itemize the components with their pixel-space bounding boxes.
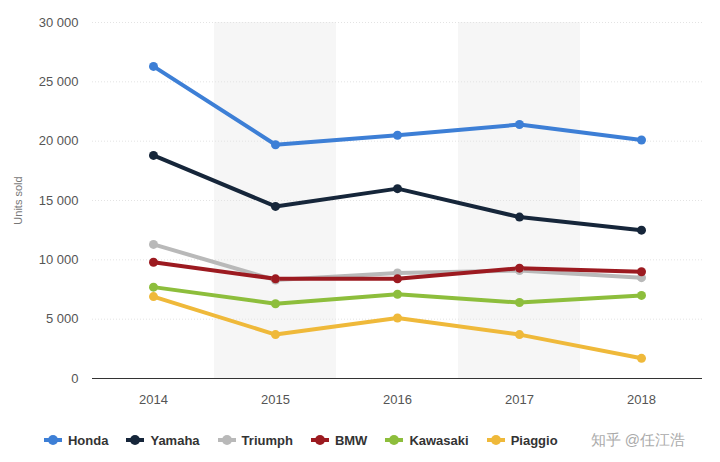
svg-text:2018: 2018 bbox=[627, 392, 656, 407]
html-text:Yamaha: Yamaha bbox=[150, 432, 200, 448]
svg-text:2017: 2017 bbox=[505, 392, 534, 407]
html-text:BMW: BMW bbox=[334, 432, 368, 448]
svg-text:Units sold: Units sold bbox=[12, 176, 24, 224]
svg-text:20 000: 20 000 bbox=[39, 133, 79, 148]
html-text:Triumph: Triumph bbox=[241, 432, 293, 448]
svg-text:25 000: 25 000 bbox=[39, 74, 79, 89]
svg-text:2015: 2015 bbox=[261, 392, 290, 407]
html-text:Honda: Honda bbox=[68, 432, 109, 448]
html-text:Kawasaki: Kawasaki bbox=[409, 432, 469, 448]
html-text:知乎 @任江浩: 知乎 @任江浩 bbox=[590, 430, 685, 448]
svg-text:15 000: 15 000 bbox=[39, 193, 79, 208]
svg-text:0: 0 bbox=[71, 371, 78, 386]
svg-text:5 000: 5 000 bbox=[46, 311, 79, 326]
svg-text:2014: 2014 bbox=[139, 392, 168, 407]
html-text:Piaggio: Piaggio bbox=[510, 432, 558, 448]
svg-text:2016: 2016 bbox=[383, 392, 412, 407]
svg-text:10 000: 10 000 bbox=[39, 252, 79, 267]
svg-text:30 000: 30 000 bbox=[39, 15, 79, 30]
